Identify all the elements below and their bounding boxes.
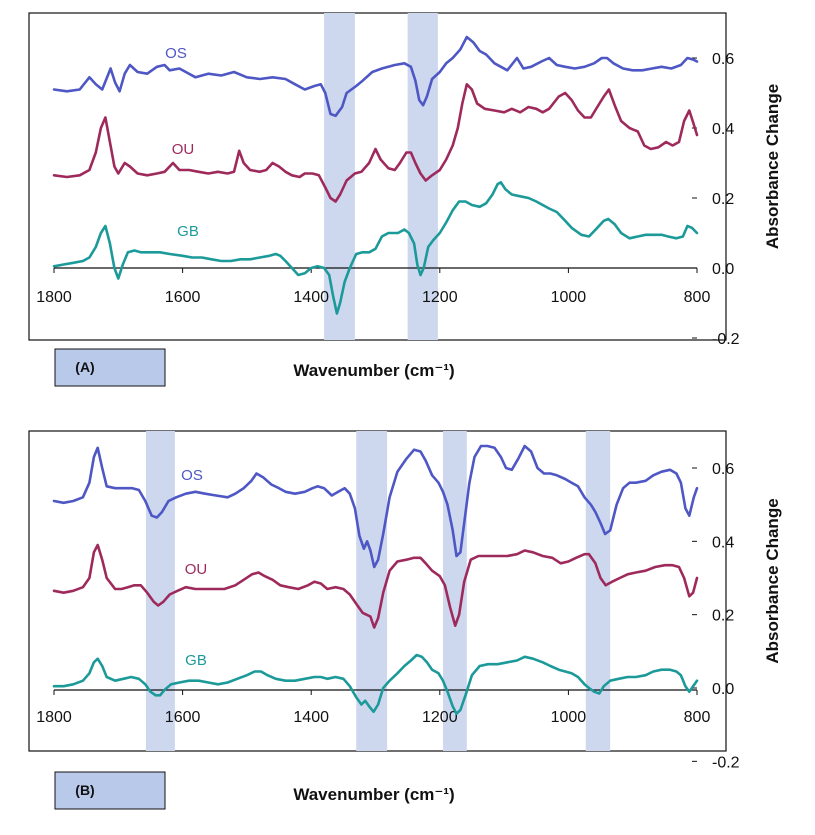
series-line-os [52,444,699,569]
x-tick-label: 800 [684,289,711,306]
x-tick-label: 1200 [422,289,458,306]
x-tick-label: 1600 [165,709,201,726]
series-label-os: OS [165,45,187,62]
panel-b: 1800 1600 1400 1200 1000 800 0.6 0.4 0.2 0.0 -0.2 O… [28,430,782,810]
y-tick-label: -0.2 [712,331,740,348]
panel-a: 1800 1600 1400 1200 1000 800 0.6 0.4 0.2 0.0 -0.2 O… [28,12,782,387]
plot-frame [28,12,727,341]
x-tick-label: 1800 [36,289,72,306]
series-line-ou [52,543,699,629]
x-tick-label: 1600 [165,289,201,306]
y-axis-title: Absorbance Change [763,498,782,663]
x-axis-title: Wavenumber (cm⁻¹) [293,785,454,804]
series-line-gb [52,181,699,315]
x-tick-label: 800 [684,709,711,726]
x-tick-label: 1400 [293,289,329,306]
y-tick-label: 0.2 [712,608,734,625]
series-line-ou [52,83,699,203]
highlight-band-1 [356,431,388,751]
series-label-os: OS [181,467,203,484]
y-tick-label: 0.2 [712,191,734,208]
highlight-band-0 [145,431,175,751]
x-tick-label: 1000 [551,289,587,306]
series-line-os [52,35,699,118]
panel-tag-label: (A) [75,359,94,375]
panel-tag-box [54,348,166,387]
highlight-band-3 [585,431,611,751]
y-tick-label: 0.4 [712,121,734,138]
series-label-ou: OU [185,561,208,578]
y-axis-title: Absorbance Change [763,84,782,249]
panel-tag-label: (B) [75,782,94,798]
series-label-gb: GB [177,223,199,240]
x-tick-label: 1800 [36,709,72,726]
y-tick-label: 0.4 [712,534,734,551]
y-tick-label: 0.0 [712,681,734,698]
y-tick-label: 0.6 [712,461,734,478]
x-tick-label: 1000 [551,709,587,726]
y-tick-label: 0.0 [712,261,734,278]
y-tick-label: -0.2 [712,754,740,771]
series-label-ou: OU [172,141,195,158]
panel-tag-box [54,771,166,810]
x-tick-label: 1400 [293,709,329,726]
series-label-gb: GB [185,652,207,669]
y-tick-label: 0.6 [712,51,734,68]
series-line-gb [52,653,699,715]
x-axis-title: Wavenumber (cm⁻¹) [293,361,454,380]
x-tick-label: 1200 [422,709,458,726]
